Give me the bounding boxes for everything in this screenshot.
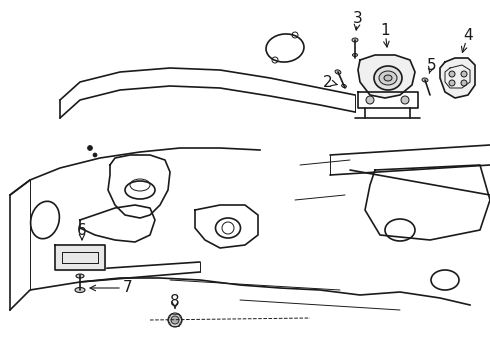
Circle shape: [449, 80, 455, 86]
Circle shape: [366, 96, 374, 104]
Text: 5: 5: [427, 58, 437, 72]
Ellipse shape: [379, 71, 397, 85]
Circle shape: [93, 153, 97, 157]
Circle shape: [171, 316, 179, 324]
Ellipse shape: [352, 38, 358, 42]
Circle shape: [168, 313, 182, 327]
Circle shape: [77, 254, 83, 260]
Text: 6: 6: [77, 222, 87, 238]
Polygon shape: [440, 58, 475, 98]
Circle shape: [461, 71, 467, 77]
Text: 1: 1: [380, 23, 390, 37]
Circle shape: [401, 96, 409, 104]
Circle shape: [449, 71, 455, 77]
Text: 7: 7: [123, 280, 133, 296]
Text: 4: 4: [463, 27, 473, 42]
Ellipse shape: [76, 274, 84, 278]
Text: 3: 3: [353, 10, 363, 26]
Ellipse shape: [342, 84, 346, 87]
Circle shape: [461, 80, 467, 86]
Ellipse shape: [422, 78, 428, 82]
Circle shape: [89, 254, 95, 260]
Ellipse shape: [335, 70, 341, 74]
Ellipse shape: [75, 288, 85, 292]
Ellipse shape: [352, 54, 358, 57]
Ellipse shape: [384, 75, 392, 81]
Ellipse shape: [374, 66, 402, 90]
Polygon shape: [358, 55, 415, 98]
Circle shape: [88, 145, 93, 150]
Text: 8: 8: [170, 294, 180, 310]
Circle shape: [65, 254, 71, 260]
Polygon shape: [55, 245, 105, 270]
Text: 2: 2: [323, 75, 333, 90]
